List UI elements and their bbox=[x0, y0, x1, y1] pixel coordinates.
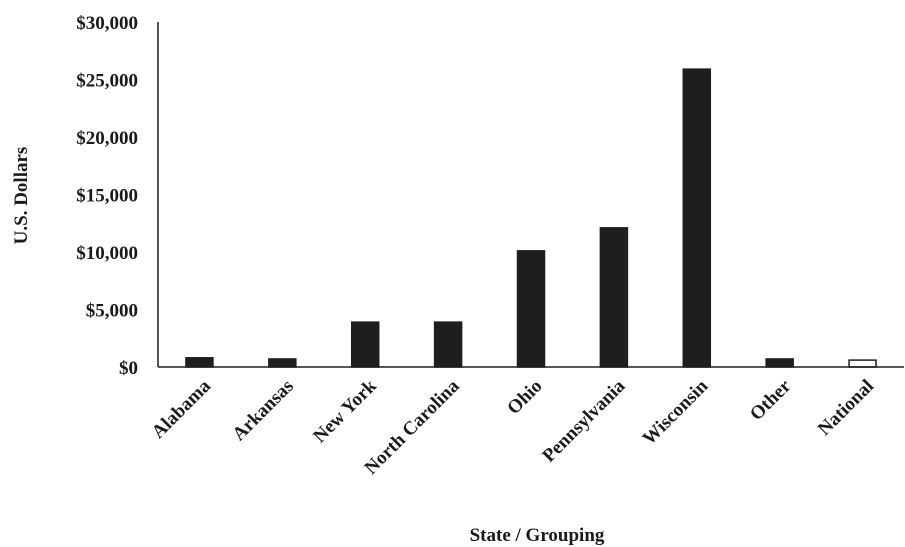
x-tick-label: Wisconsin bbox=[639, 375, 713, 449]
y-tick-label: $20,000 bbox=[76, 128, 138, 149]
y-tick-label: $0 bbox=[119, 358, 138, 379]
x-tick-label: National bbox=[814, 376, 878, 440]
bar-pennsylvania bbox=[599, 227, 629, 368]
y-tick-label: $15,000 bbox=[76, 186, 138, 207]
y-tick-label: $5,000 bbox=[86, 301, 138, 322]
x-tick-label: Other bbox=[746, 375, 796, 425]
y-axis-title: U.S. Dollars bbox=[11, 147, 32, 245]
bar-national bbox=[848, 359, 877, 368]
bar-ohio bbox=[516, 250, 546, 368]
bar-arkansas bbox=[268, 358, 297, 368]
bar-other bbox=[765, 358, 794, 368]
bar-alabama bbox=[185, 357, 214, 368]
x-tick-label: Ohio bbox=[503, 376, 546, 419]
x-axis-title: State / Grouping bbox=[470, 525, 605, 546]
x-tick-label: Alabama bbox=[148, 375, 215, 442]
bar-north-carolina bbox=[433, 321, 463, 368]
y-tick-labels: $0 $5,000 $10,000 $15,000 $20,000 $25,000 $30,… bbox=[76, 13, 138, 379]
y-axis: $0 $5,000 $10,000 $15,000 $20,000 $25,000 $30,… bbox=[76, 13, 159, 379]
y-tick-label: $25,000 bbox=[76, 71, 138, 92]
x-tick-label: New York bbox=[309, 375, 381, 447]
y-tick-label: $10,000 bbox=[76, 243, 138, 264]
y-tick-label: $30,000 bbox=[76, 13, 138, 34]
x-tick-label: Arkansas bbox=[229, 376, 298, 445]
x-tick-label: Pennsylvania bbox=[538, 375, 629, 466]
bars bbox=[185, 68, 877, 368]
bar-wisconsin bbox=[682, 68, 712, 368]
bar-new-york bbox=[350, 321, 380, 368]
